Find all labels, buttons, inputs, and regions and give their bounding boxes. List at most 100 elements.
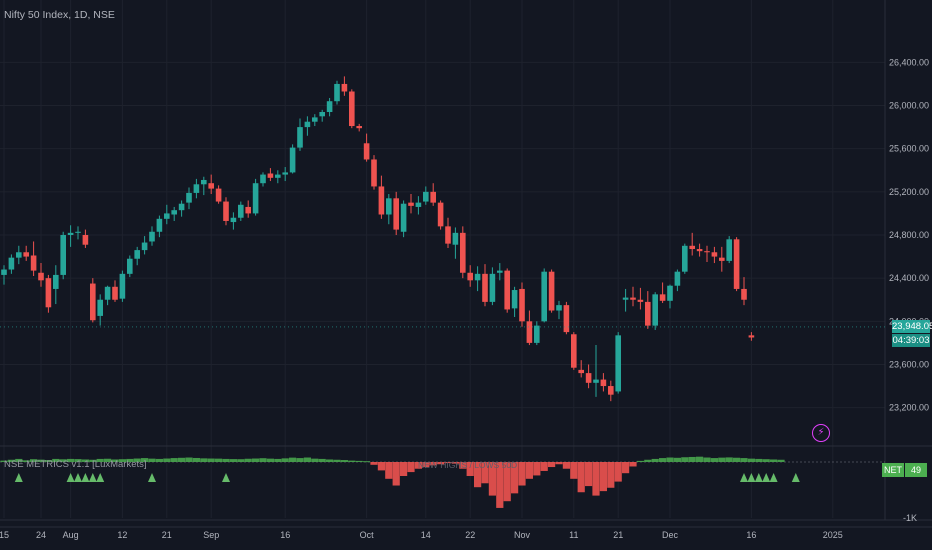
histogram-bar: [570, 462, 578, 479]
candle-body: [393, 198, 399, 230]
candle-body: [178, 203, 185, 211]
histogram-bar: [533, 462, 541, 476]
histogram-bar: [126, 458, 134, 462]
candle-body: [23, 252, 29, 257]
histogram-bar: [481, 462, 489, 484]
candle-body: [430, 191, 436, 203]
x-tick-label: Sep: [203, 530, 219, 540]
histogram-bar: [555, 462, 563, 465]
histogram-bar: [718, 457, 726, 462]
histogram-bar: [496, 462, 504, 508]
candle-body: [252, 183, 259, 214]
histogram-bar: [289, 457, 297, 462]
histogram-bar: [414, 462, 422, 469]
last-price-tag: 23,948.05: [892, 320, 932, 333]
candle-body: [711, 252, 718, 257]
candle-body: [726, 239, 732, 261]
candle-body: [30, 255, 37, 271]
histogram-bar: [585, 462, 593, 487]
candle-body: [645, 301, 651, 326]
candle-body: [186, 192, 192, 203]
histogram-bar: [392, 462, 400, 486]
histogram-bar: [407, 462, 415, 473]
candle-body: [511, 290, 518, 309]
candle-body: [171, 210, 177, 215]
y-tick-label: 23,200.00: [889, 403, 929, 413]
x-tick-label: 11: [569, 530, 578, 540]
candle-body: [208, 183, 214, 189]
candle-body: [689, 245, 695, 250]
candle-body: [400, 203, 407, 232]
candle-body: [304, 121, 311, 128]
histogram-bar: [577, 462, 585, 493]
candle-body: [386, 198, 392, 215]
candle-body: [719, 257, 725, 261]
histogram-bar: [348, 460, 356, 462]
indicator-title: NSE METRICS v1.1 [LuxMarkets]: [4, 459, 147, 470]
y-tick-label: 24,400.00: [889, 273, 929, 283]
candle-body: [297, 127, 303, 148]
signal-triangle: [762, 473, 771, 482]
candle-body: [659, 294, 666, 301]
x-tick-label: 24: [36, 530, 46, 540]
histogram-bar: [163, 458, 171, 462]
candle-body: [600, 379, 607, 387]
histogram-bar: [437, 462, 445, 465]
countdown-tag: 04:39:03: [892, 334, 930, 347]
candle-body: [741, 288, 747, 300]
y-tick-label: 23,600.00: [889, 359, 929, 369]
candle-body: [326, 101, 333, 112]
candle-body: [363, 143, 370, 160]
candle-body: [260, 174, 266, 184]
histogram-bar: [688, 456, 696, 462]
indicator-watermark: NEW HIGHS / LOWS 50D: [418, 460, 518, 470]
candle-body: [541, 271, 547, 322]
candle-body: [215, 188, 222, 202]
candle-body: [223, 201, 229, 221]
candle-body: [201, 179, 207, 185]
histogram-bar: [451, 462, 459, 464]
histogram-bar: [303, 457, 311, 462]
candle-body: [474, 273, 481, 281]
candle-body: [245, 206, 251, 214]
histogram-bar: [599, 462, 607, 492]
histogram-bar: [644, 459, 652, 462]
histogram-bar: [67, 458, 75, 462]
candle-body: [445, 226, 451, 244]
candle-body: [45, 278, 52, 308]
candle-body: [504, 270, 510, 310]
histogram-bar: [400, 462, 408, 476]
x-tick-label: 14: [421, 530, 431, 540]
candle-body: [112, 286, 118, 300]
candle-body: [622, 297, 629, 300]
histogram-bar: [118, 459, 126, 462]
x-tick-label: 16: [746, 530, 756, 540]
histogram-bar: [518, 462, 526, 486]
candle-body: [156, 218, 163, 232]
histogram-bar: [30, 459, 38, 462]
histogram-bar: [244, 458, 252, 462]
candle-body: [578, 369, 584, 374]
x-tick-label: 22: [465, 530, 475, 540]
histogram-bar: [755, 458, 763, 462]
histogram-bar: [200, 458, 208, 462]
x-tick-label: 21: [613, 530, 623, 540]
histogram-bar: [229, 459, 237, 462]
histogram-bar: [215, 458, 223, 462]
candle-body: [356, 126, 362, 129]
histogram-bar: [363, 461, 371, 463]
candle-body: [90, 283, 96, 321]
histogram-bar: [429, 462, 437, 466]
histogram-bar: [474, 462, 482, 488]
histogram-bar: [192, 457, 200, 462]
candle-body: [164, 213, 170, 219]
x-tick-label: Oct: [360, 530, 375, 540]
signal-triangle: [96, 473, 105, 482]
candle-body: [149, 231, 155, 242]
histogram-bar: [274, 458, 282, 462]
candle-body: [230, 217, 237, 223]
lightning-bolt-icon[interactable]: ⚡: [812, 424, 830, 442]
histogram-bar: [629, 462, 637, 467]
x-tick-label: Nov: [514, 530, 531, 540]
